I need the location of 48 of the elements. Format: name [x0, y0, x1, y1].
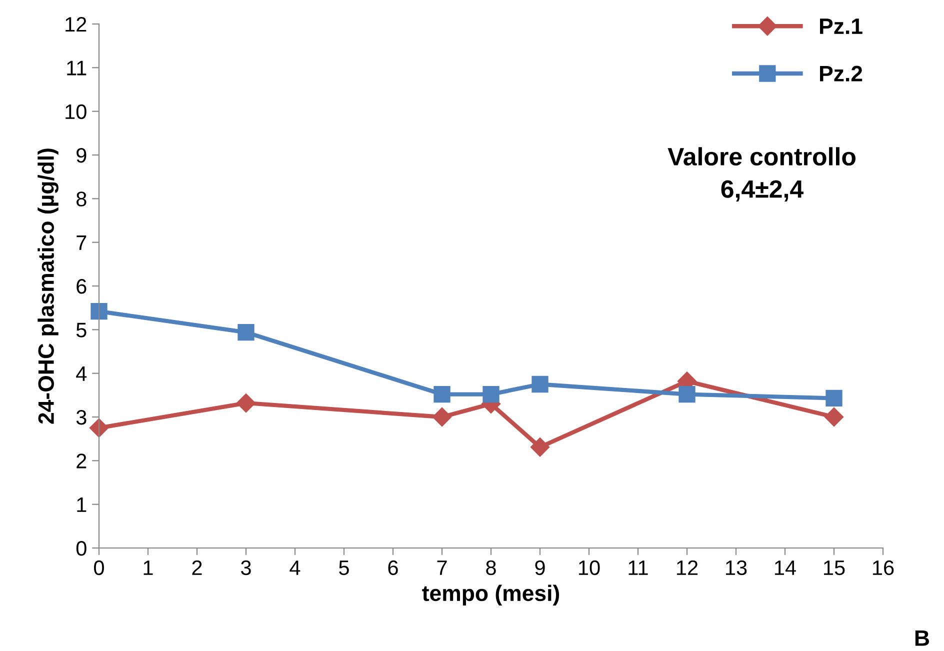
y-tick-label: 4	[76, 366, 87, 381]
y-tick-label: 2	[76, 454, 86, 468]
y-tick-label: 1	[77, 498, 86, 512]
point	[238, 324, 254, 341]
point	[89, 418, 109, 438]
x-tick-label: 11	[628, 560, 648, 575]
x-tick-label: 0	[94, 560, 104, 576]
point	[530, 438, 550, 457]
y-tick-label: 8	[76, 192, 86, 206]
legend-label: Pz.2	[820, 66, 862, 82]
y-tick-label: 10	[66, 104, 86, 120]
x-tick-label: 9	[535, 560, 545, 576]
x-tick-label: 1	[144, 560, 153, 575]
text: B	[915, 630, 929, 646]
point	[434, 386, 450, 403]
x-tick-label: 16	[873, 560, 894, 576]
point	[432, 407, 452, 427]
x-tick-label: 6	[388, 560, 398, 576]
x-tick-label: 4	[290, 560, 300, 575]
point	[532, 376, 548, 393]
annotation: Valore controllo 6,4±2,4	[668, 147, 856, 202]
y-tick-label: 6	[76, 279, 86, 294]
x-tick-label: 12	[677, 560, 698, 575]
y-axis-title: 24-OHC plasmatico (µg/dl)	[38, 148, 58, 424]
y-tick-label: 0	[76, 541, 86, 556]
point	[482, 386, 500, 403]
x-axis-title: tempo (mesi)	[422, 584, 560, 606]
x-tick-label: 13	[726, 560, 747, 576]
point	[824, 407, 844, 427]
x-tick-label: 2	[192, 560, 202, 575]
x-tick-label: 5	[339, 560, 349, 576]
y-tick-label: 11	[67, 60, 86, 76]
legend-label: Pz.1	[820, 18, 862, 34]
x-tick-label: 3	[241, 560, 251, 576]
y-tick-label: 3	[76, 410, 86, 425]
y-tick-label: 7	[76, 236, 86, 250]
y-tick-label: 12	[66, 17, 86, 32]
point	[678, 386, 696, 403]
y-tick-label: 9	[76, 148, 86, 163]
point	[826, 390, 842, 407]
point	[236, 393, 256, 413]
x-tick-label: 15	[824, 560, 845, 576]
x-tick-label: 7	[437, 560, 447, 575]
y-tick-label: 5	[76, 322, 86, 338]
x-tick-label: 8	[486, 560, 496, 576]
x-tick-label: 10	[579, 560, 600, 576]
point	[90, 302, 108, 320]
x-tick-label: 14	[775, 560, 796, 575]
